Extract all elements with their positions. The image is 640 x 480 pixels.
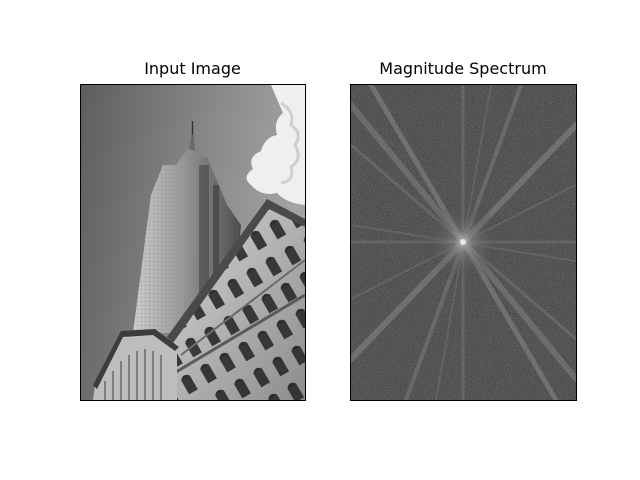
input-image-title: Input Image [144,59,241,78]
input-image-panel [80,84,306,401]
magnitude-spectrum-image [351,85,576,400]
magnitude-spectrum-title: Magnitude Spectrum [379,59,547,78]
input-image [81,85,305,400]
magnitude-spectrum-panel [350,84,577,401]
